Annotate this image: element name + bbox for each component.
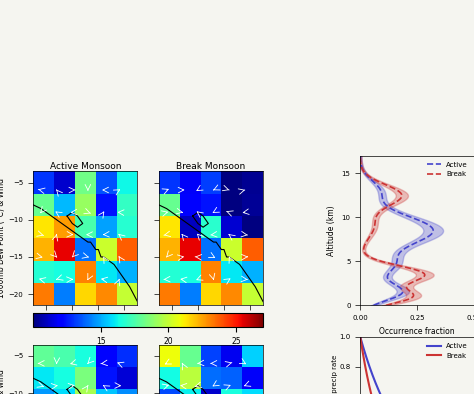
Break (383, 303, 389, 308)
Y-axis label: Fraction with greater precip rate: Fraction with greater precip rate (332, 355, 338, 394)
Line: Break: Break (360, 337, 474, 394)
Active (358, 161, 364, 165)
Break (395, 263, 401, 268)
Legend: Active, Break: Active, Break (424, 159, 471, 180)
Active (359, 166, 365, 171)
Title: Break Monsoon: Break Monsoon (176, 162, 246, 171)
Y-axis label: Altitude (km): Altitude (km) (327, 205, 336, 256)
Break (410, 294, 416, 299)
Break (357, 153, 363, 158)
Break (357, 335, 363, 339)
Break (420, 275, 426, 280)
Active (392, 263, 398, 268)
Break (405, 297, 411, 302)
Line: Break: Break (360, 156, 425, 305)
Active (387, 297, 392, 302)
Break (358, 337, 364, 342)
Active (394, 294, 400, 299)
Active (358, 336, 364, 340)
Active (357, 153, 363, 158)
Break (359, 166, 365, 171)
Active (371, 303, 376, 308)
Active (384, 275, 390, 280)
Legend: Active, Break: Active, Break (424, 340, 471, 361)
Y-axis label: 1000mb Dew Point (°C) & Wind: 1000mb Dew Point (°C) & Wind (0, 178, 6, 298)
Active (357, 335, 363, 339)
Title: Active Monsoon: Active Monsoon (50, 162, 121, 171)
Y-axis label: 500mb RH (%) & wind: 500mb RH (%) & wind (0, 369, 6, 394)
Line: Active: Active (360, 156, 433, 305)
X-axis label: Occurrence fraction: Occurrence fraction (379, 327, 455, 336)
Break (358, 161, 364, 165)
Line: Active: Active (360, 337, 474, 394)
